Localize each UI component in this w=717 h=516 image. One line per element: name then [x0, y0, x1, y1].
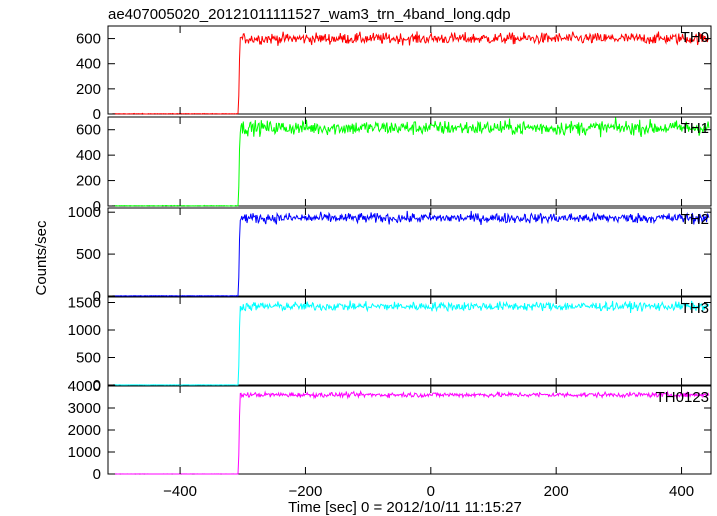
y-tick-label: 1000	[68, 204, 101, 221]
series-label-th0123: TH0123	[656, 389, 709, 406]
y-tick-label: 0	[93, 377, 101, 394]
x-tick-label: 400	[669, 483, 694, 500]
y-tick-label: 200	[76, 173, 101, 190]
y-tick-label: 600	[76, 122, 101, 139]
panel-th0123: 0 1000 2000 3000 4000 TH0123	[68, 378, 712, 483]
panel-frame	[107, 385, 712, 475]
panel-frame	[107, 25, 712, 115]
series-line-th3	[112, 300, 710, 386]
y-axis-label: Counts/sec	[33, 220, 50, 296]
y-tick-label: 0	[93, 106, 101, 123]
series-line-th2	[112, 210, 710, 297]
series-label-th2: TH2	[681, 211, 709, 228]
series-line-th0	[112, 31, 710, 115]
y-tick-label: 400	[76, 147, 101, 164]
y-tick-label: 0	[93, 288, 101, 305]
panel-th2: 0 500 1000 TH2	[68, 204, 712, 305]
y-tick-label: 0	[93, 198, 101, 215]
y-tick-label: 1500	[68, 295, 101, 312]
x-tick-label: 200	[544, 483, 569, 500]
x-tick-label: −400	[163, 483, 197, 500]
series-label-th3: TH3	[681, 300, 709, 317]
panels-group: 0 200 400 600 TH0 0 200 400 600 TH1 0 500 1000 TH2 0 50…	[68, 25, 712, 500]
series-label-th0: TH0	[681, 29, 709, 46]
x-tick-label: 0	[427, 483, 435, 500]
panel-frame	[107, 116, 712, 207]
series-line-th1	[112, 117, 710, 207]
y-tick-label: 1000	[68, 322, 101, 339]
y-tick-label: 2000	[68, 422, 101, 439]
x-tick-label: −200	[289, 483, 323, 500]
y-tick-label: 500	[76, 350, 101, 367]
panel-th0: 0 200 400 600 TH0	[76, 25, 712, 123]
y-tick-label: 200	[76, 81, 101, 98]
x-axis-label: Time [sec] 0 = 2012/10/11 11:15:27	[288, 499, 522, 516]
y-tick-label: 1000	[68, 444, 101, 461]
y-tick-label: 600	[76, 31, 101, 48]
panel-frame	[107, 296, 712, 386]
panel-frame	[107, 207, 712, 297]
y-tick-label: 500	[76, 246, 101, 263]
series-label-th1: TH1	[681, 120, 709, 137]
series-line-th0123	[112, 389, 710, 475]
panel-th3: 0 500 1000 1500 TH3	[68, 295, 712, 394]
y-tick-label: 3000	[68, 400, 101, 417]
y-tick-label: 4000	[68, 378, 101, 395]
y-tick-label: 0	[93, 466, 101, 483]
y-tick-label: 400	[76, 56, 101, 73]
chart-title: ae407005020_20121011111527_wam3_trn_4ban…	[108, 6, 511, 23]
panel-th1: 0 200 400 600 TH1	[76, 116, 712, 215]
